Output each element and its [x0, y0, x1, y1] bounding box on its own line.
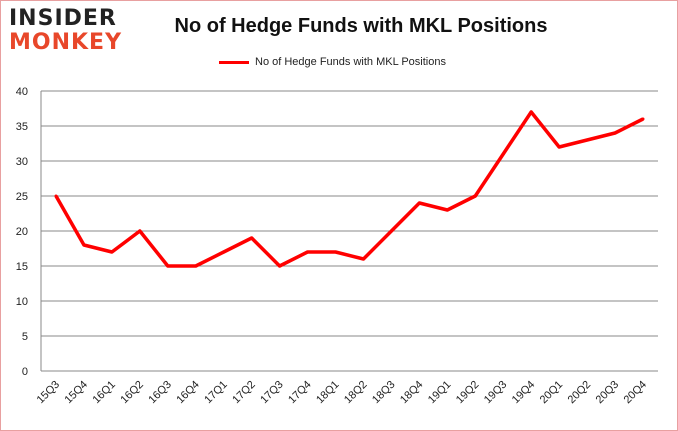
x-tick-label: 15Q4	[63, 379, 91, 407]
x-tick-label: 17Q3	[258, 379, 286, 407]
data-point	[389, 229, 393, 233]
x-tick-label: 18Q1	[314, 379, 342, 407]
data-point	[417, 201, 421, 205]
logo-line2: MONKEY	[9, 30, 123, 55]
y-tick-label: 40	[16, 86, 28, 98]
chart-title: No of Hedge Funds with MKL Positions	[174, 15, 548, 37]
x-tick-label: 17Q4	[286, 379, 314, 407]
x-tick-label: 17Q1	[202, 379, 230, 407]
data-point	[110, 250, 114, 254]
data-point	[166, 264, 170, 268]
x-tick-label: 16Q4	[174, 379, 202, 407]
data-point	[641, 117, 645, 121]
data-point	[473, 194, 477, 198]
x-tick-label: 17Q2	[230, 379, 258, 407]
x-tick-label: 19Q2	[454, 379, 482, 407]
x-tick-label: 19Q1	[426, 379, 454, 407]
x-tick-label: 20Q3	[594, 379, 622, 407]
x-tick-label: 20Q2	[566, 379, 594, 407]
insider-monkey-logo: INSIDER MONKEY	[9, 7, 122, 55]
x-tick-label: 18Q3	[370, 379, 398, 407]
y-tick-label: 5	[22, 331, 28, 343]
data-point	[222, 250, 226, 254]
data-point	[334, 250, 338, 254]
data-point	[613, 131, 617, 135]
data-point	[306, 250, 310, 254]
data-point	[138, 229, 142, 233]
y-tick-label: 10	[16, 296, 28, 308]
x-tick-label: 20Q1	[538, 379, 566, 407]
x-tick-label: 18Q4	[398, 379, 426, 407]
y-tick-label: 35	[16, 121, 28, 133]
y-tick-label: 15	[16, 261, 28, 273]
data-point	[557, 145, 561, 149]
data-point	[82, 243, 86, 247]
data-point	[501, 152, 505, 156]
legend-label: No of Hedge Funds with MKL Positions	[255, 56, 446, 68]
data-point	[585, 138, 589, 142]
data-point	[194, 264, 198, 268]
data-point	[278, 264, 282, 268]
x-tick-label: 16Q3	[146, 379, 174, 407]
data-point	[361, 257, 365, 261]
x-tick-label: 19Q3	[482, 379, 510, 407]
x-tick-label: 16Q1	[91, 379, 119, 407]
data-point	[250, 236, 254, 240]
x-tick-label: 20Q4	[622, 379, 650, 407]
data-point	[445, 208, 449, 212]
logo-line1: INSIDER	[9, 6, 117, 31]
x-tick-label: 18Q2	[342, 379, 370, 407]
data-point	[54, 194, 58, 198]
y-tick-label: 25	[16, 191, 28, 203]
legend-swatch	[219, 60, 249, 64]
x-tick-label: 19Q4	[510, 379, 538, 407]
y-tick-label: 0	[22, 366, 28, 378]
y-tick-label: 30	[16, 156, 28, 168]
legend: No of Hedge Funds with MKL Positions	[219, 56, 446, 68]
x-tick-label: 16Q2	[118, 379, 146, 407]
series-line	[54, 110, 644, 268]
x-tick-label: 15Q3	[35, 379, 63, 407]
data-point	[529, 110, 533, 114]
y-tick-label: 20	[16, 226, 28, 238]
